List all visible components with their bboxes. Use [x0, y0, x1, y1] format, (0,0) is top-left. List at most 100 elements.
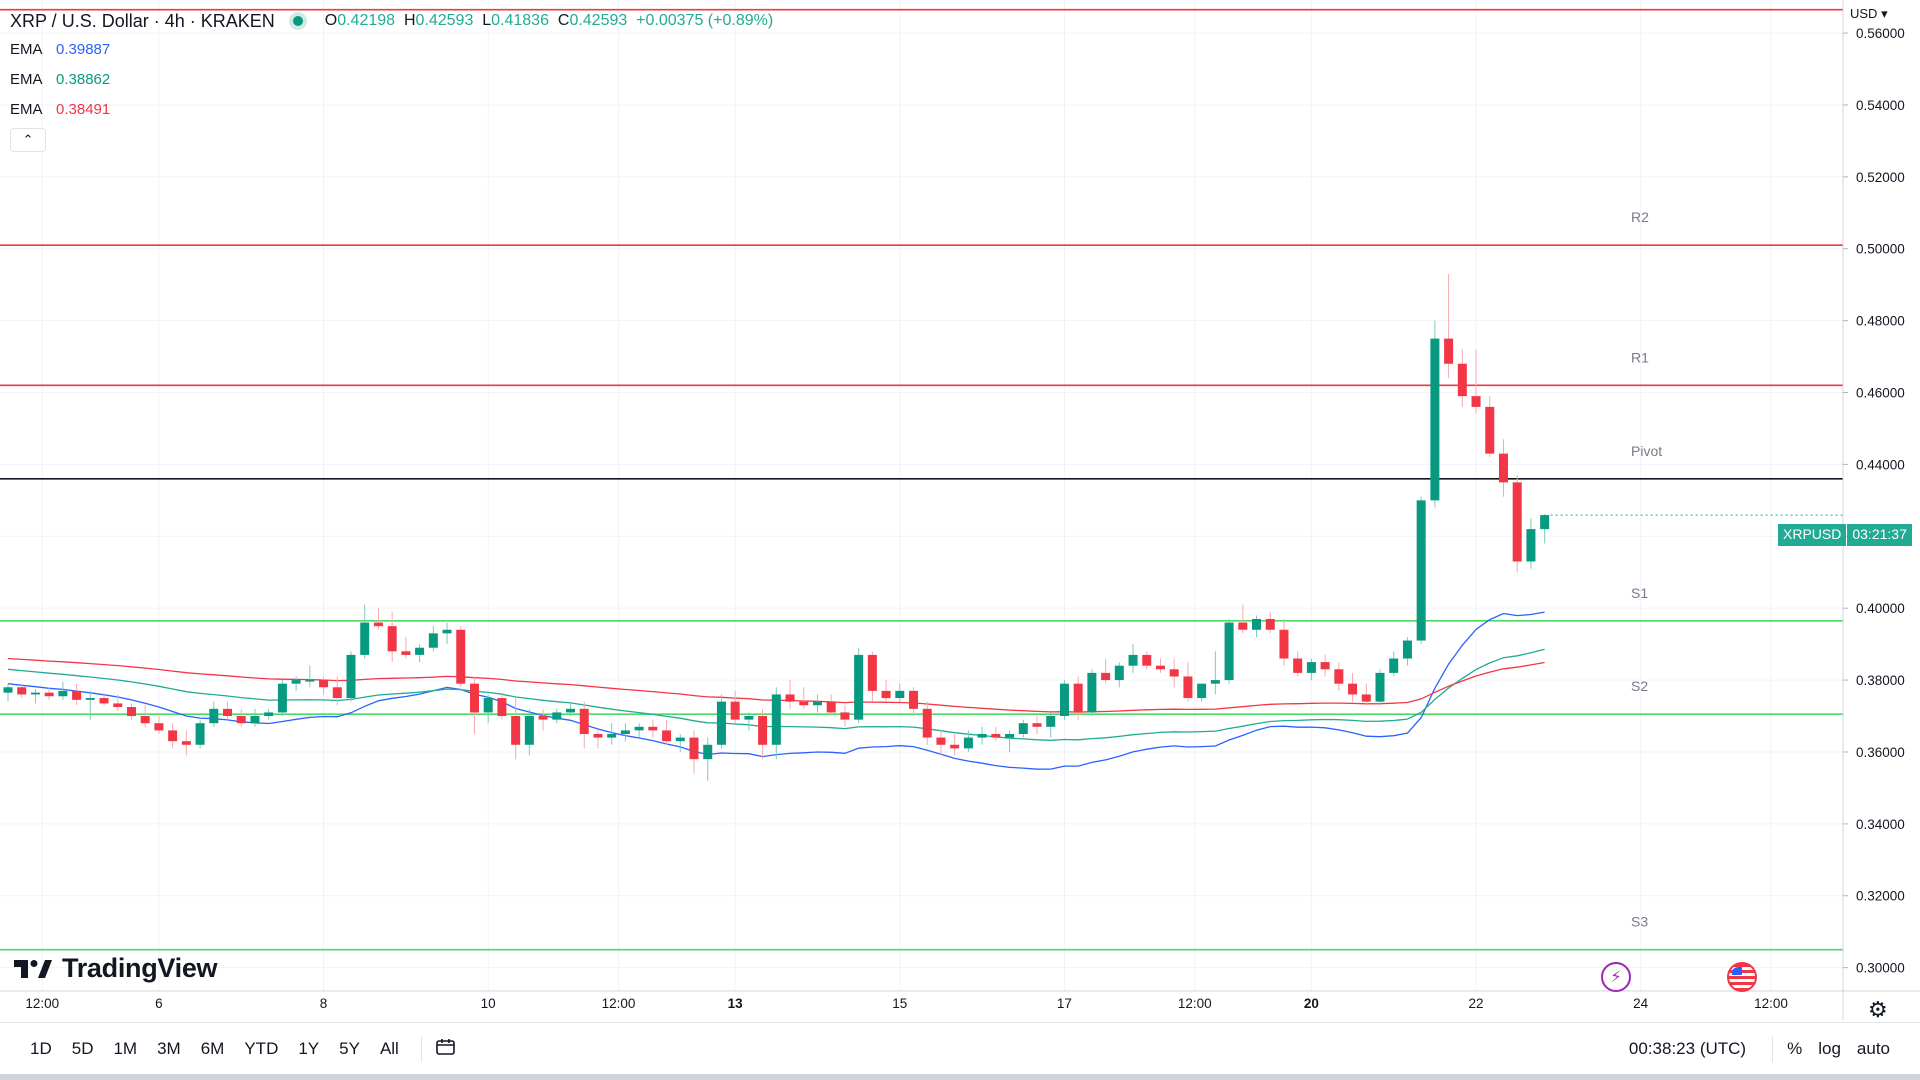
y-tick-label: 0.54000 — [1856, 98, 1905, 113]
ema-label: EMA — [10, 70, 43, 88]
candle-body — [826, 701, 836, 713]
ema-legend-1[interactable]: EMA 0.39887 — [10, 34, 773, 64]
brand-name: TradingView — [62, 953, 218, 983]
close-key: C — [557, 12, 570, 29]
ema-value: 0.38491 — [56, 100, 111, 118]
chevron-up-icon: ⌃ — [22, 132, 34, 147]
candle-body — [1402, 640, 1412, 659]
candle-body — [58, 690, 68, 697]
symbol-title[interactable]: XRP / U.S. Dollar · 4h · KRAKEN — [10, 10, 275, 31]
candle-body — [415, 647, 425, 655]
candle-body — [401, 651, 411, 655]
candle-body — [140, 716, 150, 724]
candle-body — [634, 726, 644, 731]
candle-body — [1238, 622, 1248, 630]
candle-body — [1389, 658, 1399, 673]
low-value: 0.41836 — [491, 12, 549, 29]
timeframe-ytd[interactable]: YTD — [244, 1039, 279, 1058]
x-tick-label: 17 — [1057, 996, 1072, 1011]
candle-body — [428, 633, 438, 648]
settings-gear-icon[interactable]: ⚙ — [1868, 997, 1888, 1022]
y-tick-label: 0.40000 — [1856, 601, 1905, 616]
y-tick-label: 0.44000 — [1856, 457, 1905, 472]
utc-clock[interactable]: 00:38:23 (UTC) — [1628, 1039, 1747, 1058]
ema-legend-2[interactable]: EMA 0.38862 — [10, 64, 773, 94]
currency-label: USD — [1850, 6, 1878, 21]
tradingview-logo[interactable]: TradingView — [14, 953, 218, 984]
candle-body — [373, 622, 383, 627]
ohlc-values: O0.42198 H0.42593 L0.41836 C0.42593 +0.0… — [325, 12, 773, 30]
timeframe-1m[interactable]: 1M — [113, 1039, 138, 1058]
candle-body — [1155, 665, 1165, 670]
open-key: O — [324, 12, 338, 29]
candle-body — [44, 692, 54, 697]
level-label-s2: S2 — [1631, 678, 1648, 694]
auto-scale-toggle[interactable]: auto — [1856, 1039, 1890, 1058]
candle-body — [1101, 672, 1111, 681]
candle-body — [922, 708, 932, 738]
candle-body — [223, 708, 233, 717]
timeframe-selector: 1D 5D 1M 3M 6M YTD 1Y 5Y All — [20, 1039, 409, 1059]
log-scale-toggle[interactable]: log — [1818, 1039, 1841, 1058]
candle-body — [785, 694, 795, 702]
candle-body — [1526, 529, 1536, 562]
ema-legend-3[interactable]: EMA 0.38491 — [10, 94, 773, 124]
timeframe-1y[interactable]: 1Y — [298, 1039, 320, 1058]
candle-body — [497, 698, 507, 717]
current-price-badge: XRPUSD 03:21:37 — [1778, 524, 1912, 546]
candle-body — [524, 716, 534, 745]
x-tick-label: 12:00 — [25, 996, 59, 1011]
candle-body — [250, 716, 260, 724]
y-tick-label: 0.30000 — [1856, 961, 1905, 976]
candle-body — [1087, 672, 1097, 713]
bottom-strip — [0, 1074, 1920, 1080]
candle-body — [1114, 665, 1124, 681]
candle-body — [1128, 654, 1138, 666]
candle-body — [291, 680, 301, 684]
collapse-legend-button[interactable]: ⌃ — [10, 128, 46, 152]
candle-body — [703, 744, 713, 760]
candle-body — [1320, 662, 1330, 670]
candle-body — [662, 730, 672, 742]
candle-body — [1224, 622, 1234, 681]
candle-body — [977, 733, 987, 738]
timeframe-3m[interactable]: 3M — [157, 1039, 181, 1058]
currency-button[interactable]: USD ▾ — [1850, 6, 1888, 21]
timeframe-1d[interactable]: 1D — [30, 1039, 52, 1058]
candle-body — [319, 680, 329, 688]
us-flag-event-icon[interactable] — [1727, 962, 1757, 992]
x-tick-label: 20 — [1304, 996, 1319, 1011]
candle-body — [620, 730, 630, 734]
candle-body — [72, 690, 82, 700]
candle-body — [963, 737, 973, 749]
candle-body — [113, 703, 123, 708]
candle-body — [99, 698, 109, 704]
candle-body — [332, 687, 342, 699]
date-range-icon[interactable] — [436, 1038, 456, 1061]
x-tick-label: 12:00 — [1178, 996, 1212, 1011]
chart-legend: XRP / U.S. Dollar · 4h · KRAKEN O0.42198… — [10, 8, 773, 152]
candle-body — [1293, 658, 1303, 673]
time-axis[interactable]: 12:00 6 8 10 12:00 13 15 17 12:00 20 22 24 12:00 — [0, 990, 1920, 1011]
y-tick-label: 0.34000 — [1856, 817, 1905, 832]
candle-body — [675, 737, 685, 742]
candle-body — [1485, 406, 1495, 454]
candle-body — [593, 733, 603, 738]
candle-body — [3, 687, 13, 693]
market-open-icon — [292, 16, 303, 26]
candle-body — [1361, 694, 1371, 702]
timeframe-all[interactable]: All — [379, 1039, 399, 1058]
timeframe-6m[interactable]: 6M — [200, 1039, 225, 1058]
timeframe-5d[interactable]: 5D — [71, 1039, 94, 1058]
change-value: +0.00375 (+0.89%) — [636, 12, 774, 29]
toolbar-divider — [420, 1036, 422, 1062]
price-axis[interactable]: 0.30000 0.32000 0.34000 0.36000 0.38000 0.400… — [1842, 0, 1905, 1020]
price-chart[interactable]: R3R2R1PivotS1S2S3 0.300000.320000.340000… — [0, 0, 1920, 1020]
candle-body — [936, 737, 946, 745]
candle-body — [744, 716, 754, 720]
percent-scale-toggle[interactable]: % — [1787, 1039, 1803, 1058]
timeframe-5y[interactable]: 5Y — [339, 1039, 360, 1058]
lightning-event-icon[interactable]: ⚡ — [1601, 962, 1631, 992]
candle-body — [881, 690, 891, 699]
toolbar-divider — [1772, 1036, 1774, 1062]
